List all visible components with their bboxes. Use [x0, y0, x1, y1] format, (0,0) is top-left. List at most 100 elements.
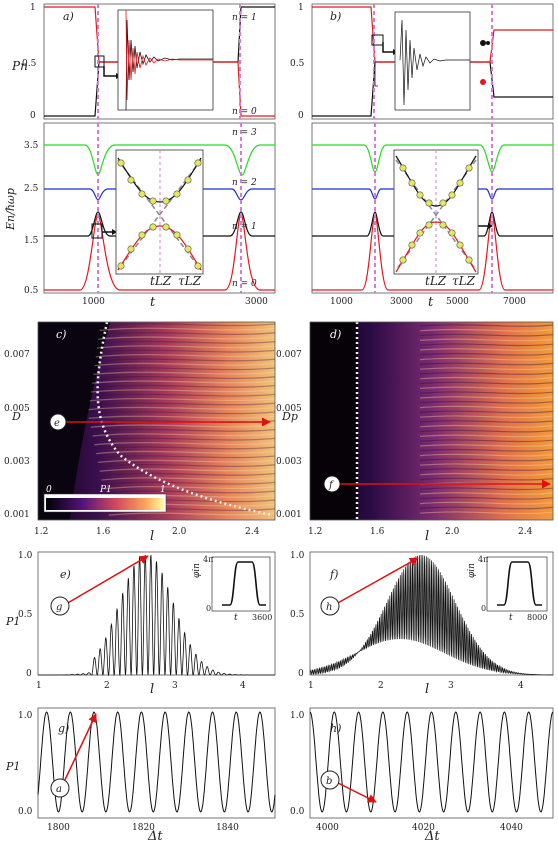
- panel-d-fringe: [419, 343, 554, 347]
- panel-e-ytick-2: 1.0: [18, 551, 33, 561]
- panel-e-inset: [211, 556, 271, 612]
- panel-d-fringe: [419, 391, 554, 395]
- panel-d-fringe: [419, 386, 554, 390]
- panel-d-fringe: [419, 468, 554, 471]
- panel-c-colorbar: [46, 498, 164, 510]
- panel-d-fringe: [419, 376, 554, 380]
- panel-d-ytick-2: 0.005: [276, 404, 302, 414]
- panel-c-fringe: [95, 354, 276, 358]
- panel-g-marker: [50, 778, 70, 798]
- panel-c: e c) 0 P1 1 D 0.001 0.003 0.005 0.007 1.…: [4, 321, 276, 544]
- energy-right-taulz: τLZ: [452, 274, 476, 288]
- panel-c-fringe: [100, 472, 276, 477]
- panel-b-label: b): [330, 10, 341, 23]
- energy-right-xtick-1: 3000: [390, 297, 413, 307]
- panel-c-ytick-2: 0.005: [4, 404, 30, 414]
- panel-c-frame: [37, 321, 276, 521]
- energy-left-ytick-2: 2.5: [24, 184, 39, 194]
- energy-left-ylabel: En/ħωp: [4, 188, 17, 231]
- panel-e-inset-ytop: 4π: [203, 555, 213, 564]
- panel-e-inset-ylabel: φin: [192, 563, 202, 578]
- panel-c-fringe: [98, 332, 276, 336]
- energy-left-zoom-box: [91, 223, 103, 239]
- panel-c-fringe: [94, 442, 276, 446]
- panel-g-xtick-0: 1800: [47, 823, 70, 833]
- panel-f-ytick-0: 0: [298, 669, 304, 679]
- panel-d-fringe: [419, 496, 554, 500]
- panel-f-trace: [309, 554, 553, 676]
- panel-f-xtick-2: 3: [448, 681, 454, 691]
- panel-f-xlabel: l: [425, 682, 429, 697]
- panel-f-inset-ytop: 4π: [478, 555, 488, 564]
- panel-h-arrow: [335, 781, 377, 803]
- panel-g-ytick-0: 0.0: [18, 807, 33, 817]
- energy-right-inset-upper: [395, 155, 477, 207]
- energy-left-inset-dots: [117, 159, 202, 270]
- energy-left-ytick-0: 0.5: [24, 286, 39, 296]
- panel-e-trace: [38, 554, 275, 677]
- energy-right-n0-line: [312, 214, 553, 291]
- panel-d-fringe: [419, 410, 554, 414]
- panel-h-label: h): [330, 722, 341, 735]
- panel-b-ytick-1: 0.5: [290, 59, 305, 69]
- energy-left-taulz: τLZ: [178, 274, 202, 288]
- panel-d-xtick-3: 2.4: [518, 527, 533, 537]
- panel-d-fringe: [419, 324, 554, 327]
- panel-c-fringe: [90, 389, 276, 393]
- panel-a-ytick-1: 0.5: [22, 59, 37, 69]
- energy-right-xlabel: t: [428, 295, 434, 310]
- panel-b-n0-red-step: [374, 62, 378, 87]
- panel-d-fringe: [419, 506, 554, 510]
- panel-b-dots: [480, 40, 490, 85]
- panel-f-inset-xmax: 8000: [527, 613, 547, 622]
- panel-e: e) P1 0 0.5 1.0 1 2 3 4 l g φin 4π 0 t 3…: [5, 551, 276, 697]
- panel-c-marker: [49, 413, 67, 431]
- panel-b-frame: [311, 3, 554, 120]
- energy-right-frame: [311, 122, 554, 294]
- panel-d-frame: [309, 321, 554, 521]
- panel-a-n1-label: n = 1: [232, 13, 257, 23]
- panel-g-arrow: [63, 713, 97, 783]
- panel-c-fringe: [98, 464, 276, 468]
- panel-f-arrow: [335, 557, 419, 605]
- panel-c-ytick-1: 0.003: [4, 457, 30, 467]
- panel-c-xtick-2: 2.0: [172, 527, 187, 537]
- panel-c-dark-region: [38, 322, 110, 520]
- panel-e-xtick-0: 1: [36, 681, 42, 691]
- panel-f-xtick-3: 4: [518, 681, 524, 691]
- panel-c-fringe: [91, 384, 276, 389]
- panel-a-n0-label: n = 0: [232, 107, 257, 117]
- panel-e-marker-label: g: [56, 602, 62, 613]
- panel-c-fringe: [96, 455, 276, 459]
- panel-c-fringe: [101, 477, 276, 481]
- panel-d-ytick-0: 0.001: [276, 510, 302, 520]
- panel-c-fringe: [92, 380, 276, 384]
- panel-c-colorbar-min: 0: [46, 485, 52, 495]
- panel-c-xtick-3: 2.4: [245, 527, 260, 537]
- panel-e-xtick-1: 2: [104, 681, 110, 691]
- panel-f-xtick-1: 2: [378, 681, 384, 691]
- panel-c-fringe: [97, 459, 276, 464]
- panel-f-inset-x: t: [509, 613, 513, 623]
- panel-a-zoom-arrow: [103, 66, 116, 77]
- panel-c-xlabel: l: [150, 529, 154, 544]
- panel-d-fringe: [419, 511, 554, 515]
- panel-h: h) 0.0 1.0 4000 4020 4040 Δt b: [290, 707, 554, 843]
- panel-e-marker: [50, 596, 70, 616]
- panel-g-xlabel: Δt: [147, 829, 163, 843]
- panel-f-label: f): [329, 568, 338, 581]
- panel-c-fringe: [102, 481, 276, 486]
- panel-e-ytick-1: 0.5: [18, 610, 33, 620]
- panel-c-marker-label: e: [54, 418, 60, 429]
- panel-d-fringe: [419, 472, 554, 476]
- panel-g-label: g): [58, 722, 69, 735]
- panel-d-fringe: [419, 348, 554, 351]
- panel-a-ytick-0: 0: [30, 111, 36, 121]
- panel-g-ytick-1: 1.0: [18, 711, 33, 721]
- panel-d-fringe: [419, 333, 554, 337]
- panel-b-inset: [394, 11, 471, 111]
- panel-d-fringe: [419, 487, 554, 491]
- panel-g-xtick-1: 1820: [132, 823, 155, 833]
- panel-h-marker-label: b: [326, 776, 332, 787]
- panel-d-fringe: [419, 439, 554, 443]
